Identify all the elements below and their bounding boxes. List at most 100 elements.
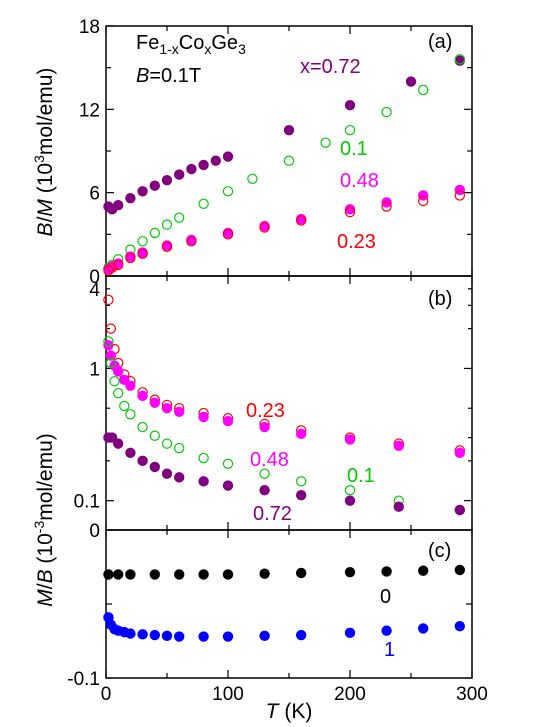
data-point bbox=[296, 629, 307, 641]
data-point bbox=[112, 569, 124, 580]
data-point bbox=[105, 357, 117, 369]
data-point bbox=[222, 151, 234, 162]
data-point bbox=[393, 440, 404, 451]
data-point bbox=[149, 430, 160, 441]
data-point bbox=[119, 400, 130, 412]
data-point bbox=[247, 173, 258, 184]
ylabel-bot-open: (10 bbox=[34, 533, 57, 569]
data-point bbox=[137, 390, 148, 402]
data-point bbox=[259, 630, 270, 642]
data-point bbox=[112, 199, 124, 211]
data-point bbox=[381, 106, 392, 118]
data-point bbox=[198, 411, 209, 423]
data-point bbox=[222, 480, 234, 491]
data-point bbox=[125, 380, 136, 391]
data-point bbox=[186, 236, 197, 247]
data-point bbox=[381, 201, 392, 212]
data-point bbox=[222, 229, 234, 240]
data-point bbox=[418, 195, 429, 207]
data-point bbox=[106, 432, 118, 443]
panel-a-frame bbox=[105, 25, 473, 277]
data-point bbox=[198, 569, 209, 580]
series-annotation: 0.23 bbox=[337, 231, 376, 253]
data-point bbox=[259, 484, 270, 496]
ylabel-bot-slash: / bbox=[34, 583, 57, 589]
data-point bbox=[222, 458, 234, 470]
data-point bbox=[296, 476, 307, 487]
panel-b-frame bbox=[105, 275, 473, 531]
data-point bbox=[283, 155, 295, 166]
xlabel-unit: (K) bbox=[279, 700, 313, 723]
x-tick-label: 0 bbox=[101, 684, 112, 705]
data-point bbox=[198, 159, 209, 171]
data-point bbox=[186, 163, 197, 175]
data-point bbox=[454, 447, 465, 459]
data-point bbox=[259, 468, 270, 479]
data-point bbox=[222, 569, 234, 580]
x-tick-label: 200 bbox=[334, 684, 366, 705]
data-point bbox=[173, 442, 185, 454]
data-point bbox=[137, 236, 148, 247]
field-var: B bbox=[136, 65, 149, 87]
data-point bbox=[393, 501, 404, 512]
data-point bbox=[137, 629, 148, 640]
data-point bbox=[149, 629, 160, 641]
ylabel-top-open: (10 bbox=[34, 163, 57, 199]
series-annotation: 0.23 bbox=[246, 400, 285, 422]
data-point bbox=[344, 204, 356, 215]
data-point bbox=[112, 438, 124, 449]
data-point bbox=[418, 565, 429, 576]
data-point bbox=[105, 350, 117, 361]
formula-label: Fe1-xCoxGe3 bbox=[136, 32, 246, 57]
data-point bbox=[149, 569, 160, 580]
formula-sub-3: 3 bbox=[238, 41, 246, 57]
data-point bbox=[173, 472, 185, 483]
data-point bbox=[198, 631, 209, 642]
data-point bbox=[137, 248, 148, 259]
data-point bbox=[320, 137, 331, 148]
formula-sub-1x: 1-x bbox=[159, 41, 178, 57]
data-point bbox=[161, 468, 173, 479]
data-point bbox=[173, 212, 185, 223]
y-tick-label: 6 bbox=[89, 184, 100, 205]
ylabel-top-m: M bbox=[34, 199, 57, 217]
data-point bbox=[173, 406, 185, 417]
series-annotation: 0.72 bbox=[253, 503, 292, 525]
x-tick-label: 100 bbox=[212, 684, 244, 705]
data-point bbox=[103, 294, 114, 306]
data-point bbox=[112, 387, 124, 399]
data-point bbox=[418, 623, 429, 634]
data-point bbox=[418, 190, 429, 201]
data-point bbox=[161, 630, 173, 642]
y-axis-label-top: B/M (103mol/emu) bbox=[31, 68, 57, 237]
annotations: x=0.72 0.1 0.48 0.23 0.23 0.48 0.1 0.72 0 1 bbox=[246, 56, 395, 661]
ylabel-top-exp: 3 bbox=[31, 155, 47, 163]
data-point bbox=[103, 569, 114, 580]
y-tick-label: -0.1 bbox=[67, 669, 100, 690]
data-point bbox=[454, 564, 465, 576]
formula-ge: Ge bbox=[211, 32, 238, 54]
y-tick-label: 1 bbox=[89, 359, 100, 380]
y-tick-label: 0 bbox=[89, 267, 100, 288]
data-point bbox=[454, 621, 465, 632]
ylabel-bot-b: B bbox=[34, 569, 57, 583]
data-point bbox=[173, 569, 185, 580]
tick-marks bbox=[105, 25, 473, 679]
data-point bbox=[149, 397, 160, 408]
data-point bbox=[149, 227, 160, 239]
y-axis-label-bottom: M/B (10-3mol/emu) bbox=[31, 433, 57, 607]
data-point bbox=[344, 434, 356, 445]
data-point bbox=[198, 476, 209, 487]
data-point bbox=[222, 631, 234, 642]
ylabel-bot-m: M bbox=[34, 589, 57, 607]
data-point bbox=[259, 421, 270, 433]
data-point bbox=[381, 566, 392, 577]
data-point bbox=[119, 374, 130, 386]
field-label: B=0.1T bbox=[136, 65, 201, 87]
data-point bbox=[405, 76, 417, 87]
series-annotation: 0.1 bbox=[347, 465, 375, 487]
data-point bbox=[112, 366, 124, 377]
data-point bbox=[259, 568, 270, 579]
formula-fe: Fe bbox=[136, 32, 159, 54]
